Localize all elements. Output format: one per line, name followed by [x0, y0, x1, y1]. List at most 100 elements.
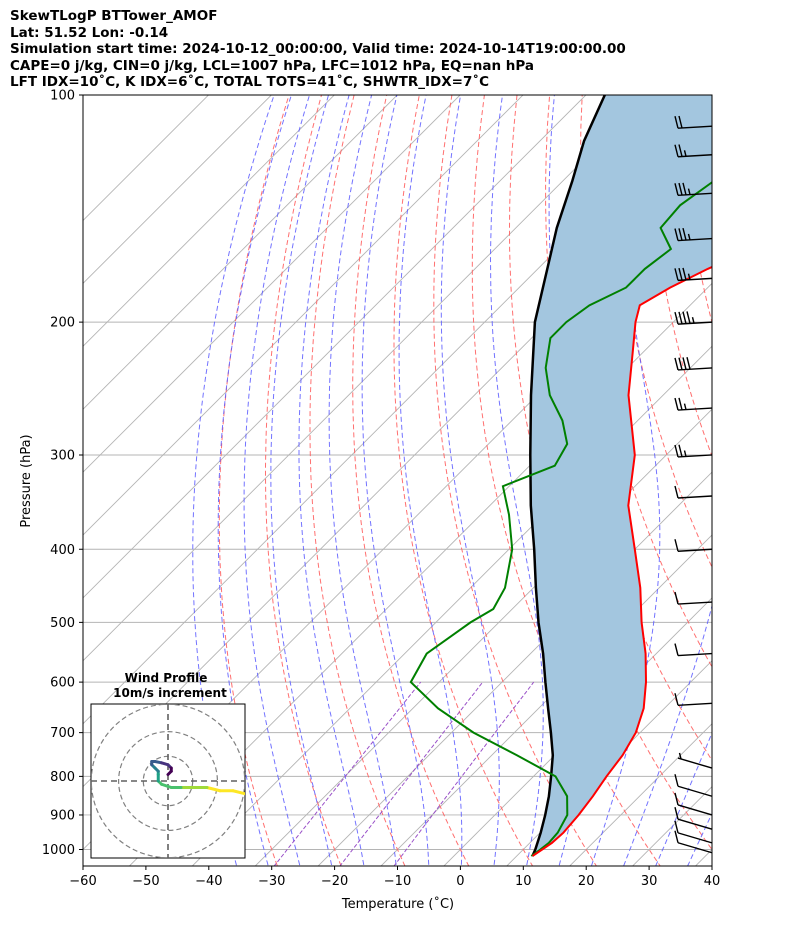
wind-barb: [674, 182, 713, 197]
cape-area: [530, 95, 712, 856]
mixing-ratio-line: [339, 681, 484, 866]
barb-half-flag: [683, 450, 687, 457]
barb-flag: [674, 485, 679, 499]
barb-half-flag: [687, 233, 691, 241]
moist-adiabat: [655, 731, 712, 866]
isotherm-line: [83, 95, 587, 599]
barb-staff: [677, 154, 713, 158]
y-tick-label: 100: [50, 89, 75, 104]
isotherm-line: [317, 471, 712, 866]
y-tick-label: 700: [50, 726, 75, 741]
barb-flag: [682, 267, 687, 281]
cape-shading: [530, 95, 712, 856]
hodograph-segment: [160, 782, 173, 789]
moist-adiabat: [623, 95, 712, 866]
barb-staff: [677, 702, 713, 706]
dry-adiabat: [745, 95, 794, 881]
wind-barbs: [674, 115, 713, 854]
wind-barb: [674, 397, 713, 411]
dry-adiabat: [713, 95, 794, 881]
x-tick-label: 0: [456, 874, 464, 889]
barb-flag: [674, 820, 679, 834]
chart-title: SkewTLogP BTTower_AMOF: [10, 8, 218, 24]
dry-adiabat: [265, 95, 342, 866]
wind-barb: [674, 115, 713, 129]
x-tick-label: 10: [515, 874, 532, 889]
barb-staff: [677, 804, 713, 816]
wind-barb: [674, 227, 713, 242]
dry-adiabat: [433, 95, 598, 866]
barb-half-flag: [687, 188, 691, 195]
y-tick-label: 200: [50, 316, 75, 331]
moist-adiabat: [687, 812, 712, 866]
moist-adiabat: [398, 95, 463, 866]
isotherm-line: [254, 408, 712, 866]
isotherm-line: [83, 95, 398, 410]
isotherm-line: [83, 95, 273, 285]
wind-barb: [674, 591, 713, 605]
barb-staff: [677, 237, 713, 242]
moist-adiabat: [217, 95, 292, 866]
barb-staff: [677, 548, 713, 552]
parcel-profile-line: [529, 95, 606, 857]
barb-staff: [677, 832, 713, 844]
barb-flag: [674, 116, 679, 129]
wind-barb: [674, 830, 713, 854]
barb-flag: [682, 182, 687, 196]
barb-flag: [678, 357, 683, 370]
isotherm-line: [83, 95, 335, 347]
barb-staff: [677, 652, 713, 657]
barb-flag: [678, 228, 683, 241]
barb-staff: [677, 842, 713, 854]
barb-staff: [677, 367, 713, 371]
moist-adiabat: [192, 95, 275, 866]
dry-adiabat: [778, 95, 794, 881]
isotherm-line: [128, 282, 712, 866]
barb-flag: [674, 357, 679, 371]
hodograph: [91, 704, 245, 858]
axes: −60 −50 −40 −30 −20 −10 0 10 20 30 40 100 200 300 400 5…: [42, 89, 720, 890]
isotherm-line: [569, 723, 712, 866]
barb-flag: [674, 774, 679, 787]
barb-staff: [677, 757, 713, 769]
y-tick-label: 300: [50, 448, 75, 463]
range-ring: [117, 730, 219, 831]
barb-flag: [678, 397, 683, 411]
barb-flag: [674, 268, 679, 281]
barb-flag: [674, 792, 679, 806]
isotherm-line: [83, 95, 210, 222]
x-tick-label: −60: [69, 874, 96, 889]
barb-staff: [677, 785, 713, 797]
x-tick-label: −20: [321, 874, 348, 889]
barb-flag: [674, 643, 679, 656]
wind-barb: [674, 693, 713, 706]
barb-half-flag: [683, 403, 687, 410]
wind-barb: [677, 752, 713, 769]
hodograph-segment: [205, 786, 222, 793]
moist-adiabat: [361, 95, 430, 866]
barb-flag: [674, 539, 679, 552]
barb-flag: [678, 144, 683, 157]
barb-flag: [674, 183, 679, 196]
wind-barb: [674, 643, 713, 657]
barb-flag: [678, 311, 683, 325]
time-line: Simulation start time: 2024-10-12_00:00:…: [10, 41, 626, 57]
moist-adiabat: [328, 95, 397, 866]
chart-title-block: SkewTLogP BTTower_AMOF Lat: 51.52 Lon: -…: [10, 8, 626, 91]
barb-staff: [677, 277, 713, 282]
moist-adiabat: [270, 95, 333, 866]
x-axis-label: Temperature (˚C): [341, 896, 454, 912]
barb-staff: [677, 321, 713, 325]
y-tick-label: 400: [50, 543, 75, 558]
y-axis-label: Pressure (hPa): [19, 434, 34, 527]
barb-flag: [682, 227, 687, 241]
wind-profile-inset: Wind Profile 10m/s increment: [90, 671, 246, 859]
barb-half-flag: [683, 150, 687, 157]
barb-flag: [686, 311, 691, 324]
wind-barb: [674, 820, 713, 844]
wind-barb: [674, 485, 713, 499]
barb-flag: [678, 115, 683, 129]
barb-staff: [677, 407, 713, 411]
profile-lines: [409, 95, 712, 857]
